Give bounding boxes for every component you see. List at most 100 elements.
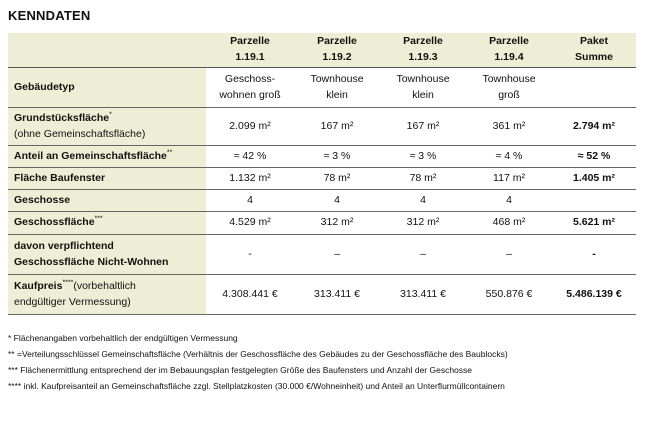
table-cell-sum xyxy=(552,189,636,212)
row-sublabel: endgültiger Vermessung) xyxy=(14,295,131,308)
table-cell: Townhouse groß xyxy=(466,67,552,108)
table-row-geschosse: Geschosse 4 4 4 4 xyxy=(8,189,636,212)
footnote: * Flächenangaben vorbehaltlich der endgü… xyxy=(8,333,238,343)
table-cell: 468 m² xyxy=(466,211,552,235)
table-row-kaufpreis: Kaufpreis****(vorbehaltlich endgültiger V… xyxy=(8,274,636,315)
row-label: Geschosse xyxy=(8,189,206,212)
table-cell-sum: - xyxy=(552,234,636,275)
table-cell: Townhouse klein xyxy=(294,67,380,108)
cell-line: Townhouse xyxy=(310,72,364,85)
table-cell: 4 xyxy=(380,189,466,212)
row-sublabel: (vorbehaltlich xyxy=(73,279,136,292)
table-cell: Geschoss-wohnen groß xyxy=(206,67,294,108)
page-title: KENNDATEN xyxy=(8,8,91,23)
column-header-line2: 1.19.4 xyxy=(494,51,524,63)
cell-line: klein xyxy=(326,88,348,101)
header-row: Parzelle 1.19.1 Parzelle 1.19.2 Parzelle 1.… xyxy=(8,33,636,68)
kenndaten-table: Parzelle 1.19.1 Parzelle 1.19.2 Parzelle 1.… xyxy=(8,33,636,315)
row-label-text: Anteil an Gemeinschaftsfläche xyxy=(14,149,167,162)
footnote-marker: * xyxy=(109,111,112,119)
column-header-line1: Parzelle xyxy=(230,35,270,48)
table-cell: 361 m² xyxy=(466,107,552,146)
row-label: davon verpflichtend Geschossfläche Nicht-… xyxy=(8,234,206,275)
table-cell: 4.308.441 € xyxy=(206,274,294,315)
table-cell: ≈ 3 % xyxy=(294,145,380,168)
row-label-text: Grundstücksfläche xyxy=(14,111,110,124)
table-cell: 167 m² xyxy=(294,107,380,146)
cell-line: klein xyxy=(412,88,434,101)
column-header-line2: 1.19.3 xyxy=(408,51,438,63)
cell-line: Townhouse xyxy=(396,72,450,85)
column-header-line1: Parzelle xyxy=(317,35,357,48)
table-cell: 167 m² xyxy=(380,107,466,146)
table-row-baufenster: Fläche Baufenster 1.132 m² 78 m² 78 m² 1… xyxy=(8,167,636,190)
table-cell: – xyxy=(380,234,466,275)
table-cell-sum: 1.405 m² xyxy=(552,167,636,190)
table-cell: 312 m² xyxy=(380,211,466,235)
footnote-marker: *** xyxy=(94,215,103,223)
table-cell xyxy=(552,67,636,108)
row-sublabel: (ohne Gemeinschaftsfläche) xyxy=(14,127,146,140)
column-header-line1: Parzelle xyxy=(489,35,529,48)
column-header-summe: Paket Summe xyxy=(552,33,636,68)
table-cell: 117 m² xyxy=(466,167,552,190)
column-header-parzelle-2: Parzelle 1.19.2 xyxy=(294,33,380,68)
table-cell-sum: 5.621 m² xyxy=(552,211,636,235)
row-label: Grundstücksfläche* (ohne Gemeinschaftsflä… xyxy=(8,107,206,146)
table-cell-sum: 5.486.139 € xyxy=(552,274,636,315)
row-label: Fläche Baufenster xyxy=(8,167,206,190)
column-header-line1: Paket xyxy=(579,35,609,48)
table-cell: 550.876 € xyxy=(466,274,552,315)
table-row-geschossflaeche: Geschossfläche*** 4.529 m² 312 m² 312 m²… xyxy=(8,211,636,235)
table-cell: 2.099 m² xyxy=(206,107,294,146)
table-cell: - xyxy=(206,234,294,275)
row-label: Kaufpreis****(vorbehaltlich endgültiger V… xyxy=(8,274,206,315)
table-cell-sum: ≈ 52 % xyxy=(552,145,636,168)
row-label: Anteil an Gemeinschaftsfläche** xyxy=(8,145,206,168)
footnote: ** =Verteilungsschlüssel Gemeinschaftsfl… xyxy=(8,349,508,359)
table-cell: Townhouse klein xyxy=(380,67,466,108)
column-header-parzelle-3: Parzelle 1.19.3 xyxy=(380,33,466,68)
table-cell: 78 m² xyxy=(380,167,466,190)
header-corner xyxy=(8,33,206,68)
cell-line: Geschoss- xyxy=(224,72,276,85)
table-cell: ≈ 42 % xyxy=(206,145,294,168)
footnotes: * Flächenangaben vorbehaltlich der endgü… xyxy=(8,330,508,394)
footnote: *** Flächenermittlung entsprechend der i… xyxy=(8,365,473,375)
cell-line: wohnen groß xyxy=(219,88,281,101)
cell-line: Townhouse xyxy=(482,72,536,85)
table-cell: 313.411 € xyxy=(380,274,466,315)
table-cell-sum: 2.794 m² xyxy=(552,107,636,146)
row-label-text: davon verpflichtend xyxy=(14,239,114,252)
table-cell: 78 m² xyxy=(294,167,380,190)
column-header-line1: Parzelle xyxy=(403,35,443,48)
table-row-anteil: Anteil an Gemeinschaftsfläche** ≈ 42 % ≈… xyxy=(8,145,636,168)
footnote-marker: ** xyxy=(166,149,173,157)
table-cell: 4 xyxy=(466,189,552,212)
column-header-line2: Summe xyxy=(575,51,613,63)
row-label-text: Geschossfläche xyxy=(14,216,95,229)
table-cell: 4 xyxy=(294,189,380,212)
table-cell: – xyxy=(466,234,552,275)
footnote: **** inkl. Kaufpreisanteil an Gemeinscha… xyxy=(8,381,505,391)
row-label: Geschossfläche*** xyxy=(8,211,206,235)
column-header-line2: 1.19.1 xyxy=(235,51,265,63)
row-label-text: Kaufpreis xyxy=(14,279,63,292)
table-cell: – xyxy=(294,234,380,275)
table-row-gebaeudetyp: Gebäudetyp Geschoss-wohnen groß Townhous… xyxy=(8,67,636,108)
row-label-text: Geschossfläche Nicht-Wohnen xyxy=(14,255,169,268)
table-cell: ≈ 3 % xyxy=(380,145,466,168)
table-cell: ≈ 4 % xyxy=(466,145,552,168)
table-cell: 313.411 € xyxy=(294,274,380,315)
column-header-parzelle-4: Parzelle 1.19.4 xyxy=(466,33,552,68)
column-header-parzelle-1: Parzelle 1.19.1 xyxy=(206,33,294,68)
table-row-grundstuecksflaeche: Grundstücksfläche* (ohne Gemeinschaftsflä… xyxy=(8,107,636,146)
table-cell: 4 xyxy=(206,189,294,212)
cell-line: groß xyxy=(498,88,520,101)
footnote-marker: **** xyxy=(62,279,74,287)
table-cell: 1.132 m² xyxy=(206,167,294,190)
column-header-line2: 1.19.2 xyxy=(322,51,352,63)
table-cell: 4.529 m² xyxy=(206,211,294,235)
table-cell: 312 m² xyxy=(294,211,380,235)
